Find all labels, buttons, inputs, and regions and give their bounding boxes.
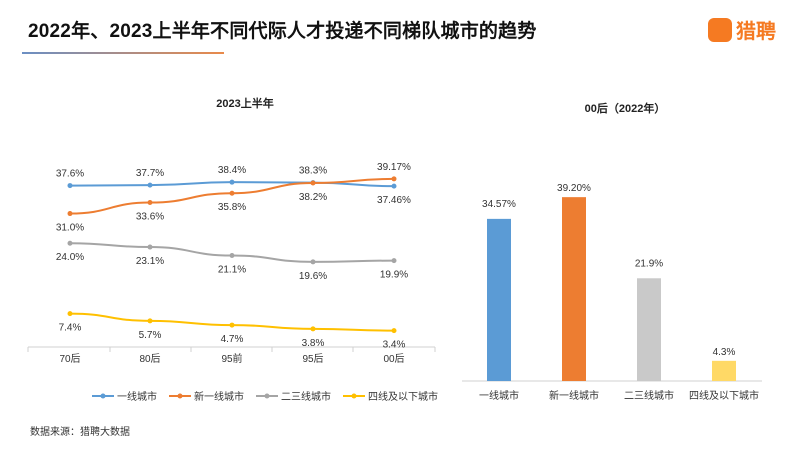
data-label: 37.46% <box>377 195 411 206</box>
bar-category-label: 二三线城市 <box>624 389 674 402</box>
bar <box>562 197 586 381</box>
bar <box>637 278 661 381</box>
logo-icon <box>708 17 732 42</box>
series-line-2 <box>69 242 395 263</box>
legend-label: 一线城市 <box>117 390 157 403</box>
data-point <box>67 311 73 317</box>
data-point <box>67 211 73 217</box>
data-point <box>147 244 153 250</box>
bar-category-label: 一线城市 <box>479 389 519 402</box>
data-point <box>391 176 397 182</box>
data-point <box>229 190 235 196</box>
data-point <box>229 253 235 259</box>
data-label: 5.7% <box>139 330 162 341</box>
data-label: 39.17% <box>377 162 411 173</box>
data-point <box>391 258 397 264</box>
bar <box>487 218 511 381</box>
legend-label: 二三线城市 <box>281 390 331 403</box>
bar-data-label: 21.9% <box>635 258 663 269</box>
data-label: 38.2% <box>299 192 327 203</box>
data-label: 7.4% <box>59 323 82 334</box>
bar <box>712 360 736 381</box>
data-label: 37.7% <box>136 168 164 179</box>
bar-data-label: 4.3% <box>713 347 736 358</box>
data-point <box>310 180 316 186</box>
page-title: 2022年、2023上半年不同代际人才投递不同梯队城市的趋势 <box>28 21 537 42</box>
logo-text: 猎聘 <box>736 21 776 43</box>
legend-marker <box>264 393 270 399</box>
legend-label: 四线及以下城市 <box>368 390 438 403</box>
legend-label: 新一线城市 <box>194 390 244 403</box>
data-label: 19.9% <box>380 270 408 281</box>
legend-marker <box>351 393 357 399</box>
data-label: 21.1% <box>218 265 246 276</box>
data-label: 38.3% <box>299 166 327 177</box>
legend-marker <box>177 393 183 399</box>
series-line-3 <box>69 312 395 332</box>
data-label: 35.8% <box>218 202 246 213</box>
data-source-note: 数据来源：猎聘大数据 <box>30 427 130 438</box>
data-label: 3.4% <box>383 340 406 351</box>
data-label: 4.7% <box>221 334 244 345</box>
data-point <box>147 318 153 324</box>
liepin-logo: 猎聘 <box>708 15 776 44</box>
data-label: 37.6% <box>56 169 84 180</box>
title-underline <box>22 52 224 54</box>
data-label: 38.4% <box>218 165 246 176</box>
x-tick-label: 70后 <box>59 353 80 365</box>
line-chart-title: 2023上半年 <box>216 96 273 110</box>
data-label: 23.1% <box>136 256 164 267</box>
bar-category-label: 四线及以下城市 <box>689 389 759 402</box>
data-point <box>147 182 153 188</box>
data-point <box>391 183 397 189</box>
data-point <box>147 200 153 206</box>
data-point <box>67 183 73 189</box>
data-point <box>310 259 316 265</box>
data-label: 3.8% <box>302 338 325 349</box>
data-label: 33.6% <box>136 212 164 223</box>
bar-chart-title: 00后（2022年） <box>585 101 666 115</box>
data-label: 19.6% <box>299 271 327 282</box>
data-label: 24.0% <box>56 252 84 263</box>
x-tick-label: 00后 <box>383 353 404 365</box>
legend-marker <box>100 393 106 399</box>
data-point <box>229 322 235 328</box>
bar-data-label: 39.20% <box>557 183 591 194</box>
data-label: 31.0% <box>56 223 84 234</box>
bar-category-label: 新一线城市 <box>549 389 599 402</box>
data-point <box>229 179 235 185</box>
bar-data-label: 34.57% <box>482 199 516 210</box>
data-point <box>391 328 397 334</box>
data-point <box>310 326 316 332</box>
x-tick-label: 95后 <box>302 353 323 365</box>
data-point <box>67 240 73 246</box>
x-tick-label: 80后 <box>139 353 160 365</box>
x-tick-label: 95前 <box>221 352 242 365</box>
